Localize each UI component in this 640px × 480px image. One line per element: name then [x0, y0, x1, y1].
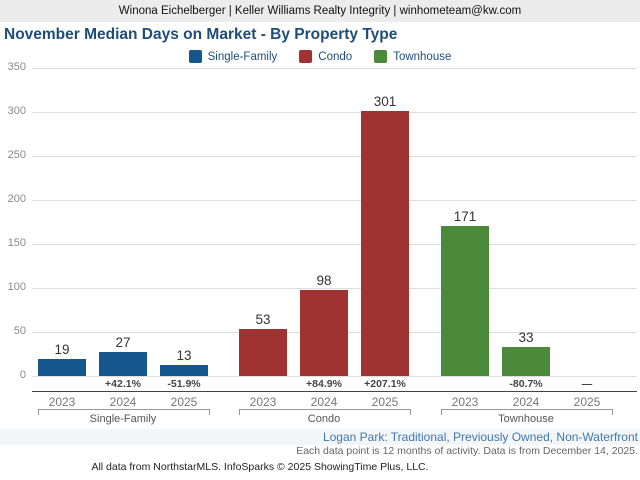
legend-label: Condo — [318, 50, 353, 63]
x-axis-year-label: 2023 — [249, 395, 277, 409]
footer-data-note: Each data point is 12 months of activity… — [296, 445, 638, 457]
x-axis-year-label: 2025 — [573, 395, 601, 409]
pct-change-label: +207.1% — [364, 378, 406, 390]
group-label-condo: Condo — [307, 413, 341, 425]
chart-legend: Single-Family Condo Townhouse — [0, 50, 640, 63]
legend-swatch-single-family — [188, 50, 202, 63]
gridline-350 — [32, 68, 637, 69]
legend-item-condo[interactable]: Condo — [299, 50, 352, 63]
agent-contact-text: Winona Eichelberger | Keller Williams Re… — [118, 5, 522, 17]
axis-separator-line — [32, 391, 637, 392]
y-axis-tick-50: 50 — [13, 325, 26, 337]
legend-label: Single-Family — [207, 50, 278, 63]
x-axis-year-label: 2025 — [170, 395, 198, 409]
bar-value-label: 13 — [176, 348, 192, 363]
legend-label: Townhouse — [393, 50, 452, 63]
pct-change-label: +42.1% — [105, 378, 141, 390]
bar-townhouse-2024[interactable] — [502, 347, 550, 376]
bar-townhouse-2023[interactable] — [441, 226, 489, 376]
y-axis-tick-100: 100 — [7, 281, 26, 293]
group-bracket-condo — [239, 409, 411, 415]
gridline-200 — [32, 200, 637, 201]
footer-filter-summary: Logan Park: Traditional, Previously Owne… — [322, 430, 638, 444]
y-axis-tick-200: 200 — [7, 193, 26, 205]
pct-change-label: -80.7% — [509, 378, 543, 390]
group-label-townhouse: Townhouse — [498, 413, 554, 425]
y-axis-tick-250: 250 — [7, 149, 26, 161]
gridline-150 — [32, 244, 637, 245]
bar-single-family-2023[interactable] — [38, 359, 86, 376]
legend-item-single-family[interactable]: Single-Family — [188, 50, 278, 63]
pct-change-label: — — [581, 378, 593, 390]
y-axis-tick-300: 300 — [7, 105, 26, 117]
bar-single-family-2024[interactable] — [99, 352, 147, 376]
legend-swatch-townhouse — [374, 50, 388, 63]
bar-value-label: 53 — [255, 312, 271, 327]
bar-value-label: 171 — [453, 209, 477, 224]
bar-value-label: 27 — [115, 335, 131, 350]
legend-swatch-condo — [299, 50, 313, 63]
pct-change-label: -51.9% — [167, 378, 201, 390]
y-axis-tick-150: 150 — [7, 237, 26, 249]
x-axis-year-label: 2024 — [109, 395, 137, 409]
x-axis-year-label: 2024 — [310, 395, 338, 409]
chart-title: November Median Days on Market - By Prop… — [4, 26, 398, 43]
x-axis-year-label: 2023 — [48, 395, 76, 409]
footer-attribution: All data from NorthstarMLS. InfoSparks ©… — [91, 461, 429, 473]
bar-condo-2025[interactable] — [361, 111, 409, 376]
legend-item-townhouse[interactable]: Townhouse — [374, 50, 451, 63]
group-bracket-single-family — [38, 409, 210, 415]
x-axis-year-label: 2025 — [371, 395, 399, 409]
bar-value-label: 98 — [316, 273, 332, 288]
x-axis-year-label: 2024 — [512, 395, 540, 409]
gridline-250 — [32, 156, 637, 157]
bar-single-family-2025[interactable] — [160, 365, 208, 376]
y-axis-tick-0: 0 — [19, 369, 26, 381]
group-bracket-townhouse — [441, 409, 613, 415]
footer-band — [0, 429, 640, 445]
bar-value-label: 33 — [518, 330, 534, 345]
bar-condo-2024[interactable] — [300, 290, 348, 376]
gridline-100 — [32, 288, 637, 289]
bar-condo-2023[interactable] — [239, 329, 287, 376]
gridline-0 — [32, 376, 637, 377]
pct-change-label: +84.9% — [306, 378, 342, 390]
agent-contact-bar: Winona Eichelberger | Keller Williams Re… — [0, 0, 640, 22]
gridline-300 — [32, 112, 637, 113]
y-axis-tick-350: 350 — [7, 61, 26, 73]
bar-value-label: 19 — [54, 342, 70, 357]
x-axis-year-label: 2023 — [451, 395, 479, 409]
group-label-single-family: Single-Family — [89, 413, 157, 425]
bar-value-label: 301 — [373, 94, 397, 109]
